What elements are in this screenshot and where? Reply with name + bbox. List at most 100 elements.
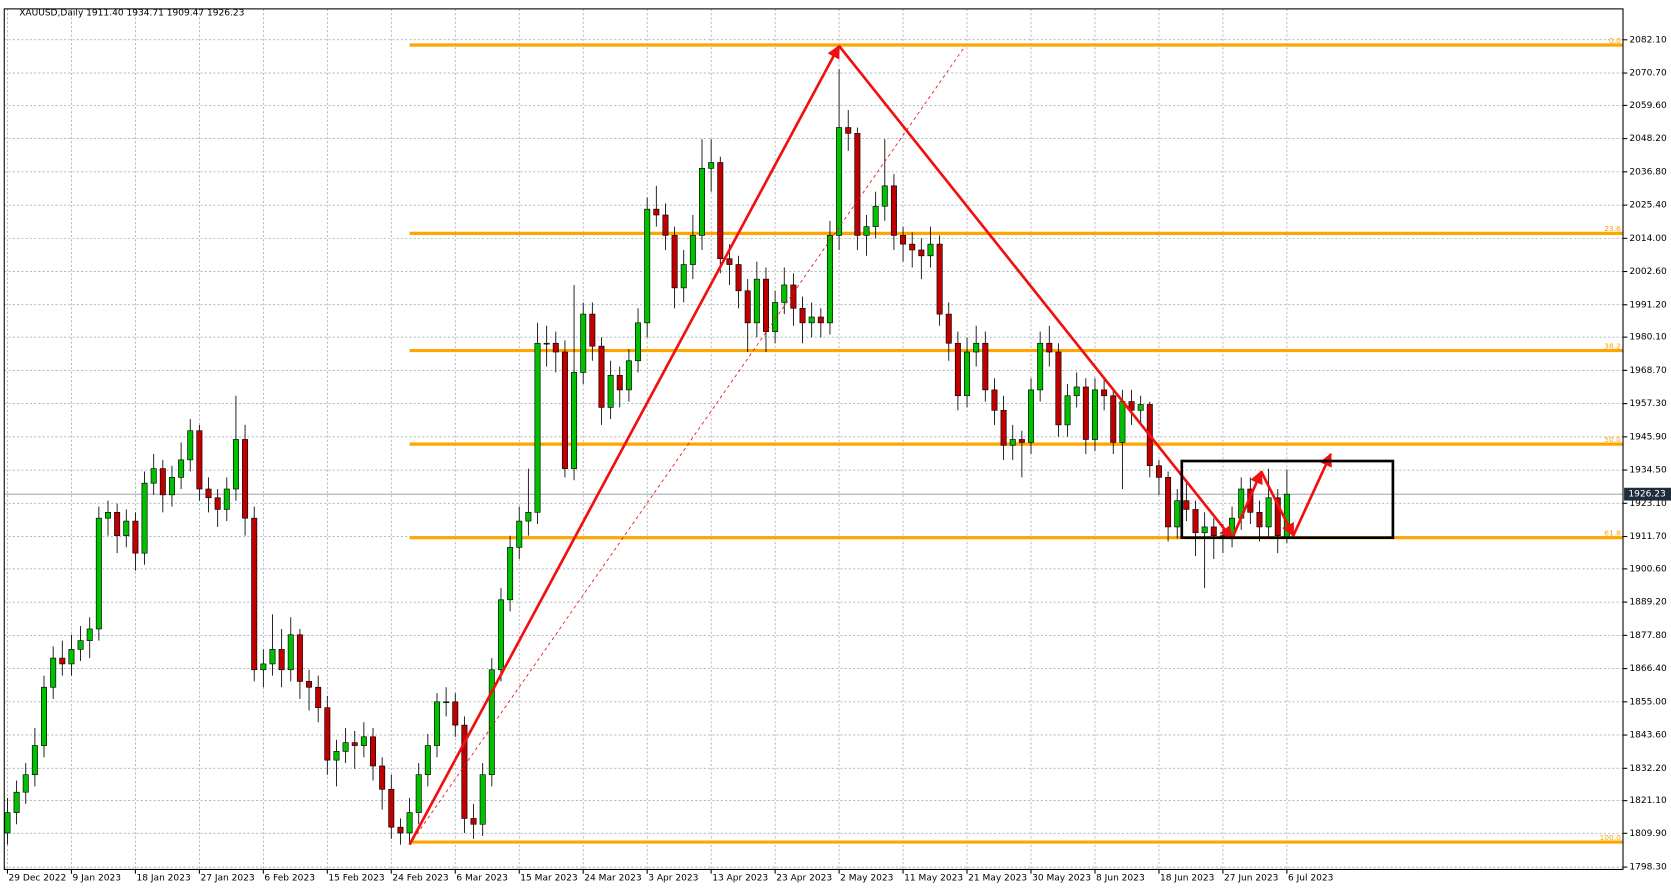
candle-body — [1128, 401, 1135, 411]
plot-frame — [3, 8, 1624, 870]
candle-body — [1283, 493, 1290, 538]
candle-body — [452, 701, 459, 726]
candle-body — [1174, 500, 1181, 528]
trend-arrow — [838, 45, 1234, 540]
axes: 2082.10 2070.70 2059.60 2048.20 2036.80 2025.… — [6, 35, 1671, 883]
candle-body — [333, 751, 340, 761]
trend-arrow — [1230, 470, 1263, 540]
candle-body — [269, 649, 276, 665]
candle-body — [854, 133, 861, 236]
candle-body — [360, 736, 367, 746]
candle-body — [890, 185, 897, 236]
x-tick-label: 18 Jun 2023 — [1160, 873, 1215, 883]
candle-body — [86, 628, 93, 641]
candle-body — [178, 459, 185, 478]
candle-body — [644, 208, 651, 324]
candle-body — [726, 258, 733, 265]
candle-body — [159, 468, 166, 496]
y-tick-label: 1911.70 — [1629, 532, 1667, 542]
candle-body — [525, 512, 532, 522]
y-tick-label: 1968.70 — [1629, 366, 1667, 376]
candle-body — [872, 205, 879, 227]
candle-body — [1055, 351, 1062, 426]
candle-body — [708, 162, 715, 169]
x-tick-label: 6 Feb 2023 — [264, 873, 315, 883]
y-tick-label: 1832.20 — [1629, 764, 1667, 774]
y-tick-label: 1866.40 — [1629, 664, 1667, 674]
candle-body — [370, 736, 377, 767]
candle-body — [918, 249, 925, 257]
candle-body — [1274, 497, 1281, 536]
candle-body — [1028, 389, 1034, 443]
candle-body — [936, 243, 943, 315]
candle-body — [1037, 342, 1044, 391]
fib-label: 50.0 — [1604, 435, 1621, 444]
x-tick-label: 11 May 2023 — [904, 873, 963, 883]
candle-body — [205, 488, 212, 499]
y-tick-label: 1809.90 — [1629, 829, 1667, 839]
y-tick-label: 2036.80 — [1629, 167, 1667, 177]
x-tick-label: 27 Jan 2023 — [200, 873, 254, 883]
candle-body — [900, 235, 907, 245]
candle-body — [671, 235, 678, 289]
candle-body — [516, 520, 523, 548]
candle-body — [845, 127, 852, 134]
candle-body — [424, 745, 431, 776]
candle-body — [1256, 512, 1263, 528]
candle-body — [881, 185, 888, 207]
candle-body — [534, 342, 541, 513]
candle-body — [434, 701, 440, 746]
candle-body — [497, 599, 504, 671]
candle-body — [306, 681, 313, 688]
y-tick-label: 1934.50 — [1629, 466, 1667, 476]
candle-body — [1210, 526, 1217, 536]
candle-body — [991, 389, 998, 411]
x-tick-label: 6 Mar 2023 — [456, 873, 508, 883]
candle-body — [315, 686, 322, 708]
trend-arrow — [408, 44, 841, 846]
candle-body — [799, 307, 806, 324]
y-tick-label: 2059.60 — [1629, 101, 1667, 111]
x-tick-label: 30 May 2023 — [1032, 873, 1091, 883]
candle-body — [214, 497, 221, 510]
x-tick-label: 2 May 2023 — [840, 873, 893, 883]
x-tick-label: 9 Jan 2023 — [73, 873, 122, 883]
x-tick-label: 15 Feb 2023 — [328, 873, 385, 883]
candle-body — [388, 788, 395, 828]
candle-body — [68, 649, 75, 665]
fib-levels: 0.0 23.6 38.2 50.0 61.8 100.0 — [4, 36, 1624, 844]
x-tick-label: 21 May 2023 — [968, 873, 1027, 883]
y-tick-label: 1821.10 — [1629, 796, 1667, 806]
candle-body — [662, 214, 669, 236]
candle-body — [1165, 477, 1172, 528]
candle-body — [982, 342, 989, 391]
last-price-box — [1624, 487, 1671, 501]
candle-body — [50, 657, 57, 688]
candle-body — [561, 351, 568, 469]
candle-body — [95, 517, 102, 630]
candle-body — [772, 302, 779, 332]
candle-body — [607, 375, 614, 408]
candle-body — [251, 517, 258, 671]
y-tick-label: 2002.60 — [1629, 267, 1667, 277]
x-tick-label: 18 Jan 2023 — [136, 873, 190, 883]
candle-body — [22, 774, 29, 793]
y-tick-label: 1877.80 — [1629, 631, 1667, 641]
candle-body — [342, 742, 349, 752]
candle-body — [470, 818, 477, 825]
y-tick-label: 2014.00 — [1629, 234, 1667, 244]
candle-body — [717, 162, 724, 260]
chart-title: XAUUSD,Daily 1911.40 1934.71 1909.47 192… — [19, 9, 244, 19]
x-tick-label: 6 Jul 2023 — [1288, 873, 1334, 883]
candle-body — [443, 701, 450, 703]
candle-body — [242, 439, 249, 519]
candle-body — [571, 372, 578, 469]
y-tick-label: 1843.60 — [1629, 731, 1667, 741]
y-tick-label: 1855.00 — [1629, 697, 1667, 707]
candle-body — [552, 342, 559, 353]
y-tick-label: 1798.30 — [1629, 863, 1667, 873]
candle-body — [41, 686, 48, 746]
candle-body — [324, 707, 331, 761]
candle-body — [1091, 389, 1098, 440]
x-tick-label: 15 Mar 2023 — [520, 873, 578, 883]
